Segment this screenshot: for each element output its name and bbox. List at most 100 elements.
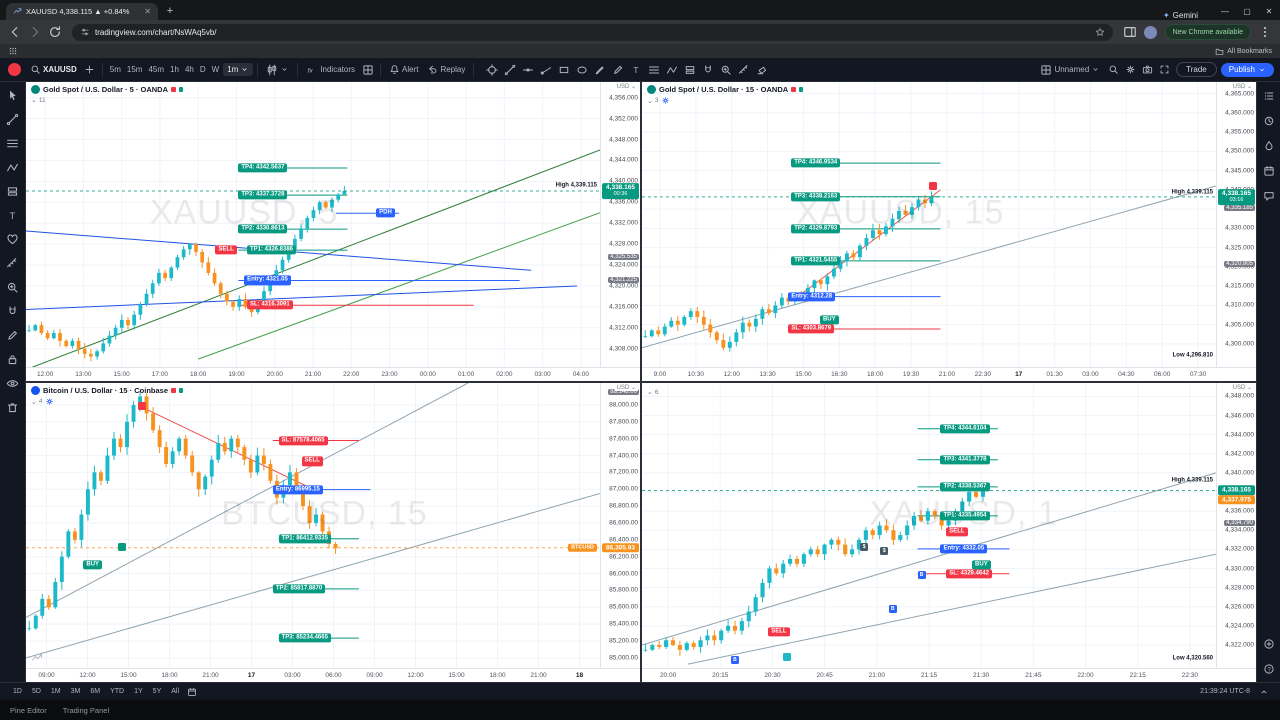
legend-collapse[interactable]: ⌄ 4 <box>31 397 183 406</box>
tp-label[interactable]: TP4: 4344.6104 <box>940 424 990 434</box>
fib-tool-button[interactable] <box>4 135 21 152</box>
time-scale[interactable]: 9:00 10:30 12:00 13:30 15:00 16:30 18:00 19:30 2… <box>642 367 1256 381</box>
mark-dark-label[interactable]: $ <box>880 547 889 556</box>
brush-tool-icon[interactable] <box>592 62 608 78</box>
chart-plot-xauusd-15[interactable]: XAUUSD, 15 TP4: 4346.9534 TP3: 4338.2163 TP… <box>642 82 1216 367</box>
tp-label[interactable]: TP2: 4329.8793 <box>791 224 841 234</box>
mark-blue-label[interactable]: B <box>917 571 926 580</box>
profile-avatar[interactable] <box>1143 25 1157 39</box>
trash-tool-button[interactable] <box>4 399 21 416</box>
indicator-templates-icon[interactable] <box>360 62 376 78</box>
ray-tool-icon[interactable] <box>538 62 554 78</box>
time-scale[interactable]: 09:00 12:00 15:00 18:00 21:00 17 03:00 06:00 09:… <box>26 668 640 682</box>
snapshot-camera-icon[interactable] <box>1139 62 1155 78</box>
magnet-tool-button[interactable] <box>4 303 21 320</box>
tp-label[interactable]: TP2: 4330.8613 <box>238 224 288 234</box>
pine-editor-tab[interactable]: Pine Editor <box>10 705 47 715</box>
hl-label[interactable]: Low 4,296.810 <box>1172 352 1213 359</box>
chart-plot-btcusd-15[interactable]: BTCUSD, 15 SL: 87578.4065 SELL Entry: 86995… <box>26 383 600 668</box>
layout-select-button[interactable]: Unnamed <box>1036 62 1104 78</box>
tp-label[interactable]: TP4: 4342.5637 <box>238 163 288 173</box>
mark-red-label[interactable] <box>137 401 146 410</box>
publish-button[interactable]: Publish <box>1220 62 1274 77</box>
entry-label[interactable]: Entry: 86995.15 <box>272 484 323 495</box>
user-menu-avatar[interactable] <box>8 63 21 76</box>
browser-tab[interactable]: XAUUSD 4,338.115 ▲ +0.84% ✕ <box>6 3 158 20</box>
text-tool-button[interactable]: T <box>4 207 21 224</box>
mark-dark-label[interactable]: $ <box>860 542 869 551</box>
replay-button[interactable]: Replay <box>423 62 469 77</box>
time-scale[interactable]: 20:00 20:15 20:30 20:45 21:00 21:15 21:30 21:45… <box>642 668 1256 682</box>
position-tool-icon[interactable] <box>682 62 698 78</box>
tp-label[interactable]: TP3: 4341.3778 <box>940 455 990 465</box>
sidebar-plus-circle-icon[interactable] <box>1261 636 1276 651</box>
compare-icon[interactable] <box>82 62 98 78</box>
price-scale[interactable]: USD ⌄ 4,308.000 4,312.000 4,316.000 4,320.00… <box>600 82 640 367</box>
range-3M-button[interactable]: 3M <box>70 688 81 695</box>
timeframe-4h-button[interactable]: 4h <box>184 65 194 74</box>
measure-tool-icon[interactable] <box>736 62 752 78</box>
window-minimize-button[interactable]: — <box>1221 6 1229 16</box>
buy-label[interactable]: BUY <box>819 315 839 325</box>
scale-currency[interactable]: USD ⌄ <box>1230 83 1254 90</box>
range-6M-button[interactable]: 6M <box>90 688 101 695</box>
forward-button[interactable] <box>26 23 44 41</box>
price-scale[interactable]: USD ⌄ 4,300.000 4,305.000 4,310.000 4,315.00… <box>1216 82 1256 367</box>
pattern-tool-icon[interactable] <box>664 62 680 78</box>
hl-label[interactable]: High 4,339.115 <box>1171 189 1213 196</box>
tp-label[interactable]: TP1: 4335.4954 <box>940 511 990 521</box>
magnet-tool-icon[interactable] <box>700 62 716 78</box>
sidebar-clock-icon[interactable] <box>1261 113 1276 128</box>
indicator-settings-icon[interactable] <box>45 397 54 406</box>
mark-green-label[interactable] <box>117 542 126 551</box>
address-bar[interactable]: tradingview.com/chart/NsWAq5vb/ <box>72 23 1113 41</box>
range-1D-button[interactable]: 1D <box>13 688 22 695</box>
new-tab-button[interactable]: + <box>166 5 174 17</box>
pencil-tool-button[interactable] <box>4 327 21 344</box>
range-5D-button[interactable]: 5D <box>31 688 41 695</box>
pattern-tool-button[interactable] <box>4 159 21 176</box>
sidebar-question-icon[interactable]: ? <box>1261 661 1276 676</box>
sell-label[interactable]: SELL <box>946 527 968 537</box>
mark-teal-label[interactable] <box>782 653 791 662</box>
mark-red-label[interactable] <box>929 181 937 190</box>
timeframe-1h-button[interactable]: 1h <box>170 65 179 74</box>
trendline-tool-icon[interactable] <box>502 62 518 78</box>
chart-plot-xauusd-5[interactable]: XAUUSD, 5 TP4: 4342.5637 TP3: 4337.3728 TP2… <box>26 82 600 367</box>
trade-button[interactable]: Trade <box>1176 62 1217 77</box>
price-scale[interactable]: USD ⌄ 4,322.000 4,324.000 4,326.000 4,328.00… <box>1216 383 1256 668</box>
eye-tool-button[interactable] <box>4 375 21 392</box>
time-scale[interactable]: 12:00 13:00 15:00 17:00 18:00 19:00 20:00 21:00… <box>26 367 640 381</box>
fullscreen-icon[interactable] <box>1156 62 1172 78</box>
tp-label[interactable]: TP3: 4337.3728 <box>238 190 288 200</box>
sl-label[interactable]: SL: 4303.8679 <box>788 324 835 334</box>
crosshair-tool-icon[interactable] <box>484 62 500 78</box>
mark-blue-label[interactable]: B <box>888 604 897 613</box>
sidebar-calendar-icon[interactable] <box>1261 163 1276 178</box>
window-maximize-button[interactable]: ▢ <box>1243 6 1251 16</box>
measure-tool-button[interactable] <box>4 255 21 272</box>
scale-currency[interactable]: USD ⌄ <box>614 384 638 391</box>
reload-button[interactable] <box>46 23 64 41</box>
browser-menu-icon[interactable] <box>1256 23 1274 41</box>
sl-label[interactable]: SL: 87578.4065 <box>278 435 328 446</box>
chart-legend-title[interactable]: Gold Spot / U.S. Dollar · 5 · OANDA <box>43 85 169 94</box>
symbol-search-button[interactable]: XAUUSD <box>26 62 81 77</box>
sym-tag-label[interactable]: BTCUSD <box>568 543 597 553</box>
zoom-tool-icon[interactable] <box>718 62 734 78</box>
back-button[interactable] <box>6 23 24 41</box>
timeframe-W-button[interactable]: W <box>211 65 220 74</box>
sell-label[interactable]: SELL <box>215 245 237 255</box>
sidebar-hot-icon[interactable] <box>1261 138 1276 153</box>
text-tool-icon[interactable]: T <box>628 62 644 78</box>
timeframe-45m-button[interactable]: 45m <box>148 65 165 74</box>
gemini-chip[interactable]: ✦ Gemini <box>1163 11 1198 20</box>
timeframe-5m-button[interactable]: 5m <box>109 65 121 74</box>
trading-panel-tab[interactable]: Trading Panel <box>62 705 110 715</box>
chart-legend-title[interactable]: Bitcoin / U.S. Dollar · 15 · Coinbase <box>43 386 169 395</box>
settings-gear-icon[interactable] <box>1122 62 1138 78</box>
scale-currency[interactable]: USD ⌄ <box>614 83 638 90</box>
range-5Y-button[interactable]: 5Y <box>152 688 162 695</box>
site-info-icon[interactable] <box>80 27 90 37</box>
chart-style-button[interactable] <box>262 62 293 78</box>
